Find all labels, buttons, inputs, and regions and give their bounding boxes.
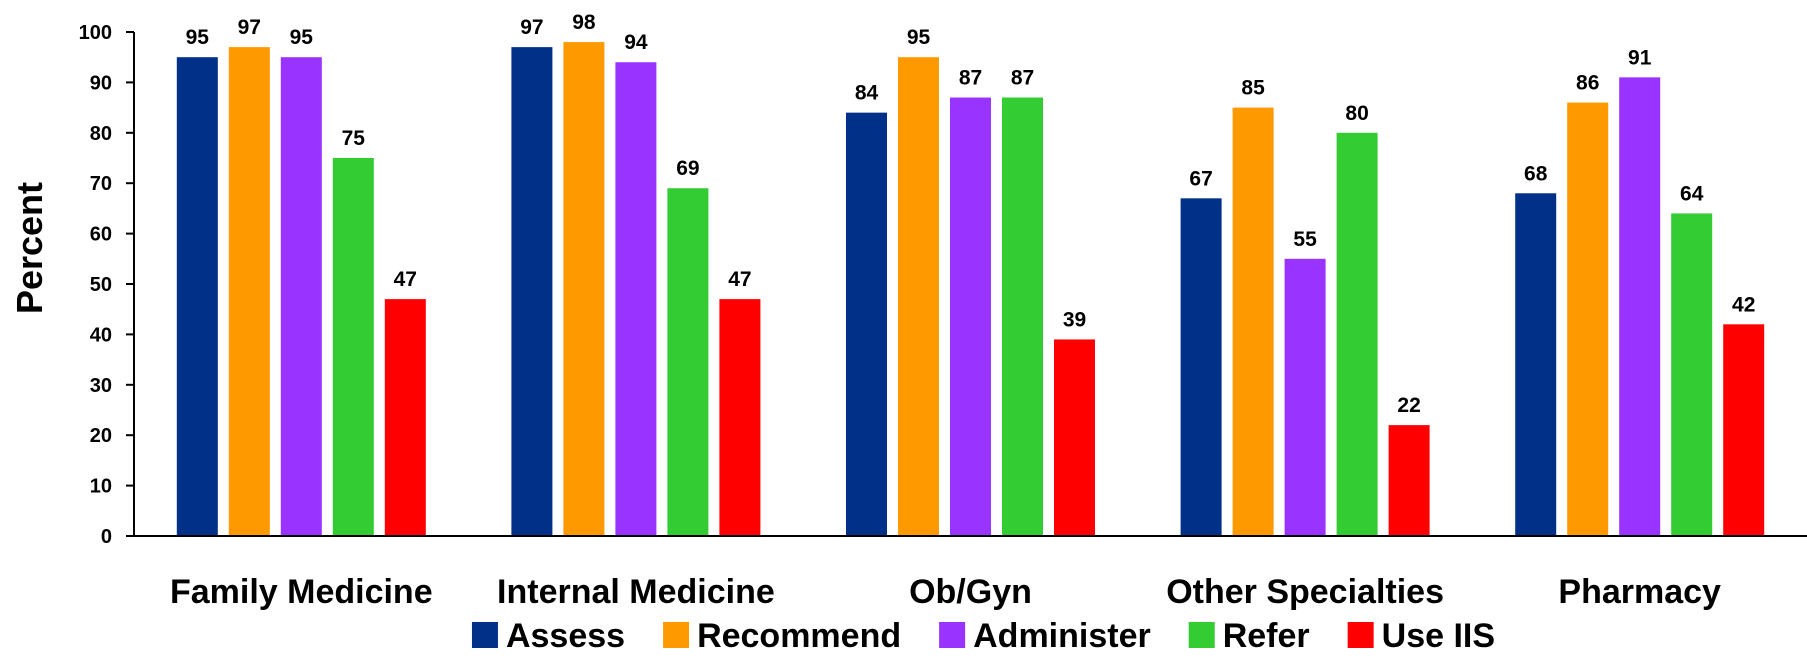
- bar: [1180, 198, 1222, 536]
- legend-item: Recommend: [663, 617, 901, 655]
- bar-value-label: 95: [186, 26, 210, 49]
- legend-swatch: [1188, 622, 1215, 648]
- x-category-label: Other Specialties: [1166, 573, 1444, 611]
- bar: [1054, 339, 1095, 536]
- bar-value-label: 68: [1524, 162, 1548, 185]
- bar: [1723, 324, 1765, 536]
- bar-value-label: 84: [855, 82, 879, 105]
- y-tick-label: 50: [90, 274, 112, 296]
- legend-label: Assess: [506, 617, 625, 655]
- legend-item: Refer: [1188, 617, 1310, 655]
- bar-value-label: 98: [572, 11, 596, 34]
- legend-label: Refer: [1223, 617, 1310, 655]
- bar-value-label: 39: [1063, 308, 1086, 331]
- x-category-label: Ob/Gyn: [909, 573, 1032, 611]
- bar-value-label: 86: [1576, 72, 1599, 95]
- bar: [563, 42, 605, 537]
- bar: [950, 97, 991, 537]
- bar: [1567, 102, 1609, 536]
- bar-value-label: 55: [1293, 228, 1317, 251]
- y-tick-label: 30: [90, 375, 112, 397]
- bar: [719, 299, 761, 536]
- bar: [615, 62, 657, 537]
- y-tick-label: 90: [90, 72, 112, 94]
- y-axis-ticks: 0 10 20 30 40 50 60 70 80 90 100: [79, 22, 134, 548]
- y-tick-label: 60: [90, 224, 112, 246]
- bar: [1284, 258, 1326, 536]
- bar-value-label: 64: [1680, 182, 1704, 205]
- bar: [1619, 77, 1661, 537]
- bar: [176, 57, 218, 536]
- legend-item: Assess: [471, 617, 625, 655]
- x-category-label: Family Medicine: [170, 573, 433, 611]
- bar: [667, 188, 709, 537]
- y-tick-label: 20: [90, 425, 112, 447]
- bar-value-label: 47: [728, 268, 751, 291]
- bar: [846, 112, 887, 536]
- legend-item: Use IIS: [1347, 617, 1495, 655]
- legend-swatch: [939, 622, 966, 648]
- legend: Assess Recommend Administer Refer Use IIS: [471, 617, 1495, 655]
- bar: [511, 47, 553, 537]
- bar-value-label: 47: [394, 268, 417, 291]
- bar-value-label: 69: [676, 157, 699, 180]
- legend-label: Use IIS: [1382, 617, 1495, 655]
- bar-value-label: 94: [624, 31, 648, 54]
- bar-value-label: 97: [238, 16, 261, 39]
- bar: [1515, 193, 1557, 536]
- x-axis-category-labels: Family Medicine Internal Medicine Ob/Gyn Ot…: [170, 573, 1721, 611]
- bar: [1232, 107, 1274, 536]
- bar: [280, 57, 322, 536]
- bar: [228, 47, 270, 537]
- bar: [1388, 425, 1430, 536]
- y-tick-label: 40: [90, 324, 112, 346]
- bar: [1671, 213, 1713, 536]
- bar-value-label: 85: [1241, 77, 1265, 100]
- x-category-label: Pharmacy: [1558, 573, 1721, 611]
- y-tick-label: 80: [90, 123, 112, 145]
- y-tick-label: 10: [90, 476, 112, 498]
- y-axis-title: Percent: [9, 182, 50, 314]
- bar-value-label: 80: [1345, 102, 1368, 125]
- bar-value-label: 87: [959, 67, 982, 90]
- legend-label: Administer: [973, 617, 1151, 655]
- bar: [384, 299, 426, 536]
- bar-value-label: 95: [290, 26, 314, 49]
- bar: [898, 57, 939, 536]
- bar-value-label: 95: [907, 26, 931, 49]
- x-category-label: Internal Medicine: [497, 573, 775, 611]
- bar-value-label: 67: [1189, 167, 1212, 190]
- bars: [176, 42, 1765, 537]
- bar-value-label: 22: [1397, 394, 1420, 417]
- y-tick-label: 100: [79, 22, 112, 44]
- bar-value-label: 42: [1732, 293, 1755, 316]
- bar-value-label: 75: [342, 127, 366, 150]
- y-tick-label: 0: [101, 526, 112, 548]
- y-tick-label: 70: [90, 173, 112, 195]
- legend-label: Recommend: [697, 617, 901, 655]
- legend-swatch: [663, 622, 690, 648]
- bar: [332, 158, 374, 536]
- bar-value-label: 91: [1628, 46, 1652, 69]
- bar-value-label: 87: [1011, 67, 1034, 90]
- bar: [1002, 97, 1043, 537]
- legend-swatch: [1347, 622, 1374, 648]
- legend-item: Administer: [939, 617, 1151, 655]
- legend-swatch: [471, 622, 498, 648]
- bar-value-label: 97: [520, 16, 543, 39]
- bar: [1336, 132, 1378, 537]
- bar-value-labels: 95 97 95 75 47 97 98 94 69 47 84 95 87 87 39 67 85 55 80 22…: [186, 11, 1756, 417]
